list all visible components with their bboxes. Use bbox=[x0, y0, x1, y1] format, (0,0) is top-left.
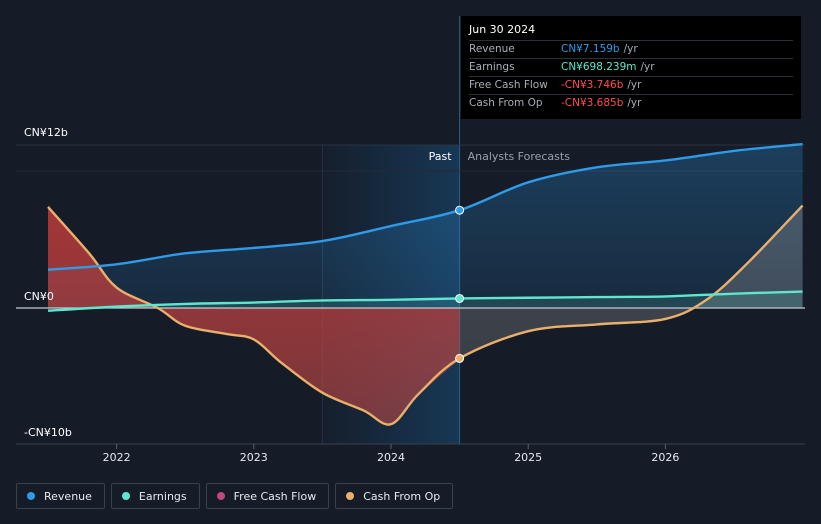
y-tick-label-bottom: -CN¥10b bbox=[24, 426, 72, 439]
revenue-line bbox=[47, 142, 803, 271]
earnings-marker bbox=[455, 293, 465, 303]
tooltip-row-cash-from-op: Cash From Op -CN¥3.685b /yr bbox=[469, 95, 793, 112]
tooltip-unit: /yr bbox=[627, 79, 642, 91]
tooltip-unit: /yr bbox=[640, 61, 655, 73]
legend-label: Cash From Op bbox=[363, 489, 441, 503]
tooltip-row-free-cash-flow: Free Cash Flow -CN¥3.746b /yr bbox=[469, 77, 793, 95]
x-tick-label: 2022 bbox=[103, 451, 131, 464]
legend-dot-icon bbox=[346, 492, 355, 500]
x-tick-label: 2024 bbox=[377, 451, 405, 464]
legend-label: Earnings bbox=[138, 489, 187, 503]
tooltip-unit: /yr bbox=[623, 43, 638, 55]
tooltip-value: -CN¥3.685b bbox=[561, 97, 624, 109]
legend-label: Revenue bbox=[44, 489, 92, 503]
tooltip-date: Jun 30 2024 bbox=[469, 22, 793, 41]
past-label: Past bbox=[429, 150, 453, 163]
chart-legend: Revenue Earnings Free Cash Flow Cash Fro… bbox=[16, 483, 454, 509]
legend-item-cash-from-op[interactable]: Cash From Op bbox=[335, 483, 454, 509]
tooltip-unit: /yr bbox=[627, 97, 642, 109]
x-tick-label: 2026 bbox=[651, 451, 679, 464]
free-cash-flow-area bbox=[48, 205, 460, 426]
legend-item-revenue[interactable]: Revenue bbox=[16, 483, 105, 509]
legend-item-earnings[interactable]: Earnings bbox=[110, 483, 200, 509]
tooltip-value: -CN¥3.746b bbox=[561, 79, 624, 91]
x-tick-label: 2025 bbox=[514, 451, 542, 464]
tooltip-label: Cash From Op bbox=[469, 97, 543, 109]
tooltip-label: Earnings bbox=[469, 61, 515, 73]
earnings-area bbox=[48, 291, 803, 311]
earnings-line bbox=[47, 290, 803, 312]
tooltip-value: CN¥698.239m bbox=[561, 61, 637, 73]
chart-tooltip: Jun 30 2024 Revenue CN¥7.159b /yr Earnin… bbox=[461, 16, 801, 119]
revenue-marker bbox=[455, 205, 465, 215]
tooltip-row-revenue: Revenue CN¥7.159b /yr bbox=[469, 41, 793, 59]
tooltip-label: Revenue bbox=[469, 43, 515, 55]
cash-from-op-marker bbox=[455, 353, 465, 363]
y-tick-label-top: CN¥12b bbox=[24, 126, 68, 139]
y-tick-label-zero: CN¥0 bbox=[24, 290, 54, 303]
tooltip-row-earnings: Earnings CN¥698.239m /yr bbox=[469, 59, 793, 77]
revenue-area bbox=[48, 144, 803, 308]
legend-label: Free Cash Flow bbox=[233, 489, 317, 503]
legend-dot-icon bbox=[216, 492, 225, 500]
x-tick-label: 2023 bbox=[240, 451, 268, 464]
cash-from-op-line bbox=[47, 204, 804, 426]
tooltip-value: CN¥7.159b bbox=[561, 43, 620, 55]
legend-dot-icon bbox=[121, 492, 130, 500]
tooltip-label: Free Cash Flow bbox=[469, 79, 548, 91]
legend-dot-icon bbox=[27, 492, 35, 500]
legend-item-free-cash-flow[interactable]: Free Cash Flow bbox=[205, 483, 330, 509]
forecast-label: Analysts Forecasts bbox=[468, 150, 571, 163]
